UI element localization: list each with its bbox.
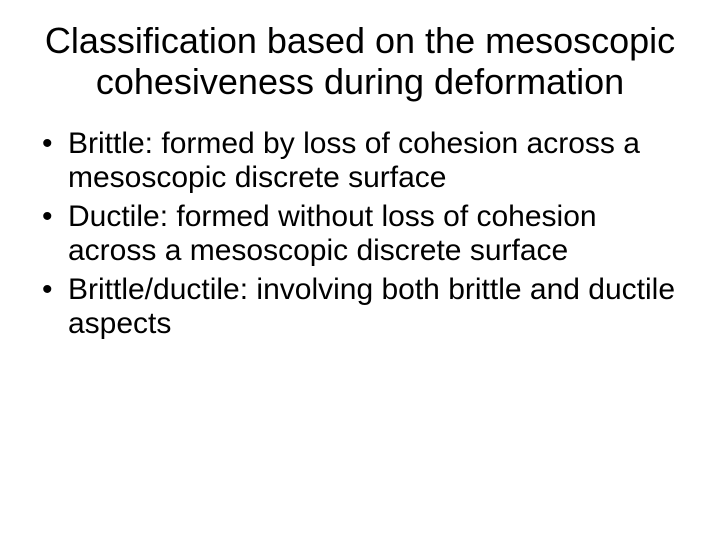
list-item: • Brittle/ductile: involving both brittl… [40,273,680,342]
bullet-icon: • [40,127,68,162]
bullet-text: Brittle/ductile: involving both brittle … [68,273,680,342]
slide: Classification based on the mesoscopic c… [0,0,720,540]
bullet-icon: • [40,200,68,235]
slide-body: • Brittle: formed by loss of cohesion ac… [40,127,680,342]
bullet-icon: • [40,273,68,308]
bullet-text: Ductile: formed without loss of cohesion… [68,200,680,269]
slide-title: Classification based on the mesoscopic c… [40,20,680,103]
bullet-text: Brittle: formed by loss of cohesion acro… [68,127,680,196]
list-item: • Ductile: formed without loss of cohesi… [40,200,680,269]
list-item: • Brittle: formed by loss of cohesion ac… [40,127,680,196]
